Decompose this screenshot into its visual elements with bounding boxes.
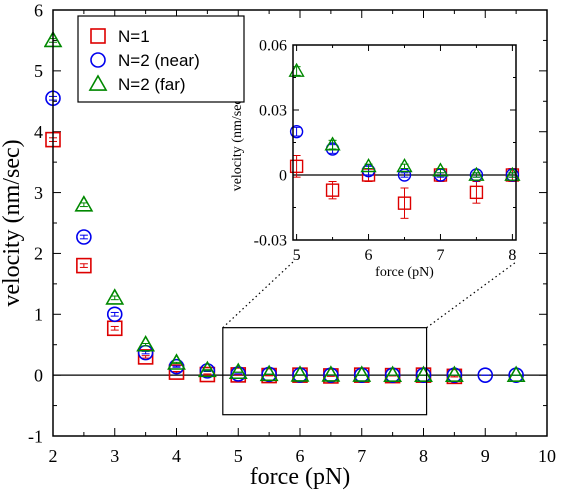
data-point-triangle [74, 195, 94, 212]
main-plot-y-tick-label: 0 [34, 365, 43, 385]
data-point-triangle [414, 365, 433, 382]
data-point-square [289, 159, 304, 174]
legend: N=1 N=2 (near) N=2 (far) [77, 15, 245, 103]
main-plot-y-tick-label: 2 [34, 244, 43, 264]
main-plot-y-tick-label: 6 [34, 0, 43, 20]
inset-plot-y-tick-label: 0 [279, 168, 287, 185]
main-plot-x-tick-label: 5 [234, 446, 243, 466]
main-plot-x-tick-label: 2 [49, 446, 58, 466]
data-point-triangle [506, 365, 526, 382]
inset-plot-frame [292, 44, 517, 241]
inset-background [233, 39, 520, 288]
inset-plot-y-tick-label: 0.03 [259, 103, 287, 120]
inset-plot-x-axis-title: force (pN) [375, 265, 434, 280]
main-plot-frame [52, 9, 548, 437]
legend-marker-circle [90, 52, 106, 68]
data-point-circle [199, 363, 216, 379]
data-point-square [397, 196, 412, 210]
inset-plot-x-tick-label: 6 [365, 247, 373, 264]
main-plot-y-tick-label: -1 [28, 426, 43, 446]
main-plot-data [44, 30, 526, 385]
main-plot-x-axis-title: force (pN) [250, 464, 351, 490]
main-plot-x-tick-label: 10 [538, 446, 556, 466]
data-point-square [168, 364, 185, 380]
data-point-triangle [290, 365, 310, 382]
main-plot-y-tick-label: 3 [34, 183, 43, 203]
data-point-triangle [383, 365, 403, 382]
legend-label: N=2 (far) [118, 75, 186, 94]
zoom-connector-right [426, 261, 517, 329]
zoom-rectangle [222, 327, 428, 416]
data-point-triangle [259, 364, 279, 382]
main-plot-x-tick-label: 9 [481, 446, 490, 466]
legend-marker-square [90, 28, 106, 44]
inset-plot-data [288, 62, 521, 219]
data-point-triangle [360, 158, 377, 173]
data-point-triangle [396, 158, 413, 173]
inset-plot-y-axis-title: velocity (nm/sec) [230, 93, 245, 191]
main-plot-x-tick-label: 8 [419, 446, 428, 466]
data-point-triangle [468, 166, 485, 181]
legend-marker-triangle [88, 74, 108, 91]
data-point-triangle [432, 162, 449, 177]
data-point-triangle [136, 335, 156, 352]
main-plot-x-tick-label: 3 [110, 446, 119, 466]
data-point-square [76, 257, 92, 274]
data-point-square [325, 183, 340, 197]
main-plot-x-tick-label: 4 [172, 446, 181, 466]
main-plot-x-tick-label: 6 [296, 446, 305, 466]
data-point-circle [76, 229, 92, 245]
data-point-triangle [228, 362, 248, 380]
inset-plot-x-tick-label: 7 [436, 247, 444, 264]
main-plot-x-tick-label: 7 [357, 446, 366, 466]
inset-plot: 5 6 7 8 -0.03 0 0.03 0.06 force (pN) velocity (nm… [230, 38, 521, 280]
main-plot-y-tick-label: 4 [34, 122, 43, 142]
inset-plot-y-tick-label: 0.06 [259, 38, 287, 55]
legend-item: N=1 [90, 27, 150, 46]
data-point-circle [230, 366, 247, 382]
data-point-triangle [352, 365, 372, 382]
legend-item: N=2 (far) [88, 74, 186, 94]
legend-label: N=1 [118, 27, 150, 46]
data-point-triangle [324, 136, 341, 151]
data-point-triangle [197, 360, 217, 378]
data-point-triangle [321, 365, 341, 382]
data-point-triangle [167, 353, 186, 370]
data-point-triangle [105, 288, 125, 305]
inset-plot-series-triangle [288, 62, 521, 181]
legend-item: N=2 (near) [90, 51, 200, 70]
inset-plot-y-tick-label: -0.03 [254, 233, 287, 250]
main-plot-y-tick-label: 5 [34, 61, 43, 81]
data-point-circle [106, 306, 123, 323]
inset-plot-x-tick-label: 8 [508, 247, 516, 264]
legend-label: N=2 (near) [118, 51, 200, 70]
data-point-triangle [444, 365, 464, 382]
zoom-region-box [222, 39, 520, 416]
main-plot-y-tick-label: 1 [34, 305, 43, 325]
data-point-square [137, 349, 154, 365]
data-point-circle [289, 124, 304, 139]
inset-plot-x-tick-label: 5 [293, 247, 301, 264]
data-point-circle [477, 367, 494, 383]
data-point-square [469, 185, 484, 200]
main-plot-y-axis-title: velocity (nm/sec) [0, 139, 25, 306]
